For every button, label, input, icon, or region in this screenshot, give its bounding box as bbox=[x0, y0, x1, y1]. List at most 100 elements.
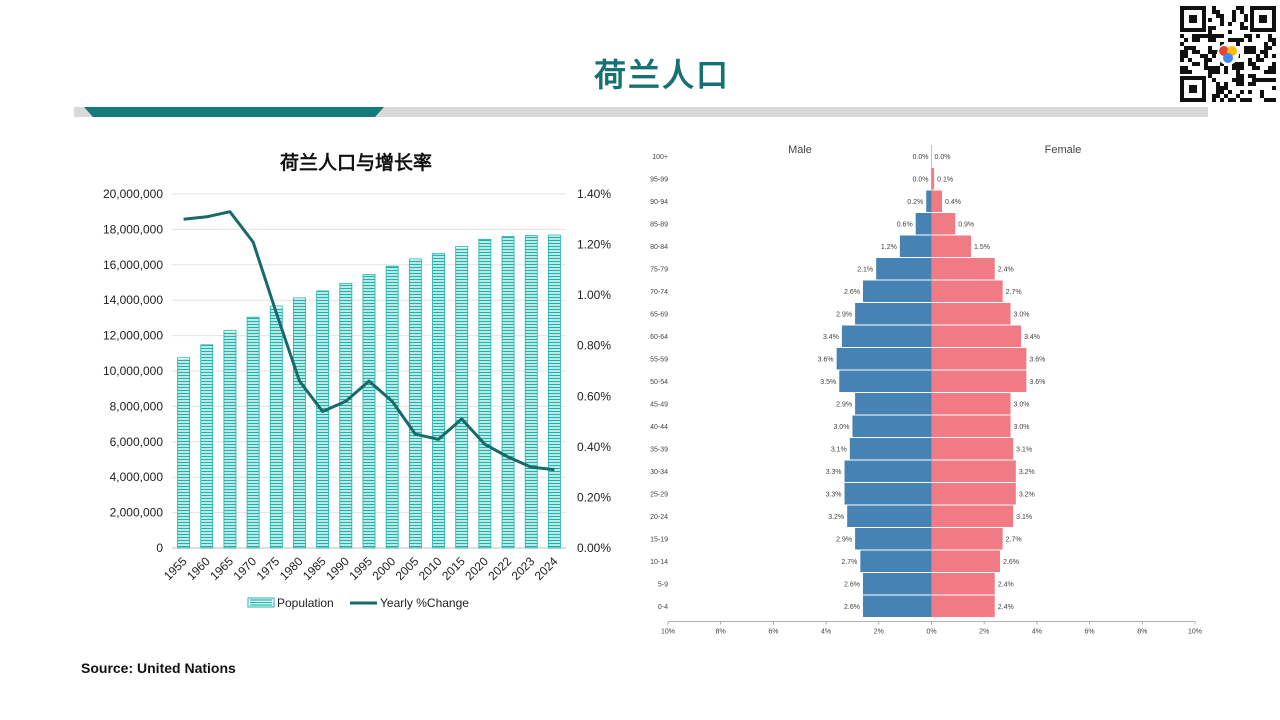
age-group-label: 80-84 bbox=[650, 244, 668, 251]
header-divider bbox=[74, 107, 1208, 117]
y-right-tick-label: 1.20% bbox=[577, 238, 611, 252]
population-bar bbox=[501, 236, 515, 549]
age-group-label: 25-29 bbox=[650, 491, 668, 498]
male-value-label: 3.1% bbox=[831, 446, 847, 453]
female-bar bbox=[931, 460, 1016, 482]
x-tick-label: 4% bbox=[821, 629, 831, 636]
female-bar bbox=[931, 438, 1014, 460]
age-group-label: 45-49 bbox=[650, 401, 668, 408]
age-group-label: 30-34 bbox=[650, 469, 668, 476]
male-value-label: 2.9% bbox=[836, 536, 852, 543]
male-value-label: 2.6% bbox=[844, 289, 860, 296]
chart-title: 荷兰人口与增长率 bbox=[280, 151, 432, 174]
population-bar bbox=[177, 357, 191, 549]
age-group-label: 85-89 bbox=[650, 221, 668, 228]
female-bar bbox=[931, 370, 1027, 392]
female-value-label: 3.2% bbox=[1019, 469, 1035, 476]
x-tick-label: 1975 bbox=[254, 554, 283, 583]
x-tick-label: 8% bbox=[716, 629, 726, 636]
qr-code-icon bbox=[1180, 6, 1276, 102]
age-group-label: 55-59 bbox=[650, 356, 668, 363]
age-group-label: 5-9 bbox=[658, 581, 668, 588]
male-bar bbox=[849, 438, 932, 460]
male-heading: Male bbox=[788, 144, 812, 156]
male-value-label: 2.7% bbox=[841, 559, 857, 566]
x-tick-label: 1980 bbox=[277, 554, 306, 583]
x-tick-label: 10% bbox=[1188, 629, 1202, 636]
age-group-label: 40-44 bbox=[650, 424, 668, 431]
male-value-label: 3.6% bbox=[818, 356, 834, 363]
female-bar bbox=[931, 505, 1014, 527]
population-bar bbox=[408, 258, 422, 549]
population-bar bbox=[547, 234, 561, 549]
x-tick-label: 1960 bbox=[184, 554, 213, 583]
legend-label-change: Yearly %Change bbox=[380, 596, 469, 610]
female-value-label: 3.0% bbox=[1014, 424, 1030, 431]
male-value-label: 2.6% bbox=[844, 581, 860, 588]
y-right-tick-label: 0.80% bbox=[577, 339, 611, 353]
x-tick-label: 6% bbox=[768, 629, 778, 636]
male-value-label: 3.3% bbox=[826, 469, 842, 476]
male-bar bbox=[855, 303, 932, 325]
y-left-tick-label: 6,000,000 bbox=[110, 435, 164, 449]
male-bar bbox=[862, 280, 932, 302]
female-bar bbox=[931, 550, 1001, 572]
x-tick-label: 2023 bbox=[509, 554, 538, 583]
age-group-label: 75-79 bbox=[650, 266, 668, 273]
female-value-label: 3.0% bbox=[1014, 401, 1030, 408]
female-bar bbox=[931, 528, 1003, 550]
male-value-label: 2.6% bbox=[844, 604, 860, 611]
male-bar bbox=[926, 190, 932, 212]
x-tick-label: 1970 bbox=[230, 554, 259, 583]
male-bar bbox=[855, 528, 932, 550]
male-bar bbox=[839, 370, 932, 392]
y-left-tick-label: 0 bbox=[156, 541, 163, 555]
male-bar bbox=[836, 348, 932, 370]
male-value-label: 1.2% bbox=[881, 244, 897, 251]
y-right-tick-label: 0.00% bbox=[577, 541, 611, 555]
male-value-label: 2.9% bbox=[836, 311, 852, 318]
x-tick-label: 1985 bbox=[300, 554, 329, 583]
x-tick-label: 2% bbox=[874, 629, 884, 636]
yearly-change-line bbox=[183, 210, 555, 472]
male-bar bbox=[844, 483, 932, 505]
female-heading: Female bbox=[1045, 144, 1082, 156]
y-left-tick-label: 12,000,000 bbox=[103, 329, 163, 343]
age-group-label: 0-4 bbox=[658, 604, 668, 611]
age-group-label: 70-74 bbox=[650, 289, 668, 296]
female-value-label: 3.1% bbox=[1016, 446, 1032, 453]
x-tick-label: 1995 bbox=[346, 554, 375, 583]
population-pyramid-chart: Male Female 100+ 0.0% 0.0% 95-99 0.0% 0.1% 90-… bbox=[650, 144, 1202, 636]
male-bar bbox=[876, 258, 932, 280]
female-bar bbox=[931, 415, 1011, 437]
female-value-label: 0.1% bbox=[937, 176, 953, 183]
x-tick-label: 1955 bbox=[161, 554, 190, 583]
male-value-label: 0.0% bbox=[913, 154, 929, 161]
population-bar bbox=[223, 330, 237, 549]
male-value-label: 3.4% bbox=[823, 334, 839, 341]
female-value-label: 0.0% bbox=[935, 154, 951, 161]
female-value-label: 2.4% bbox=[998, 604, 1014, 611]
chart-legend: Population Yearly %Change bbox=[247, 596, 469, 610]
age-group-label: 10-14 bbox=[650, 559, 668, 566]
male-bar bbox=[841, 325, 932, 347]
female-bar bbox=[931, 303, 1011, 325]
population-bar bbox=[524, 235, 538, 549]
y-left-tick-label: 14,000,000 bbox=[103, 293, 163, 307]
x-tick-label: 2005 bbox=[393, 554, 422, 583]
age-group-label: 20-24 bbox=[650, 514, 668, 521]
y-right-tick-label: 1.00% bbox=[577, 288, 611, 302]
legend-swatch-population bbox=[247, 597, 275, 608]
age-group-label: 95-99 bbox=[650, 176, 668, 183]
male-bar bbox=[915, 213, 932, 235]
female-value-label: 1.5% bbox=[974, 244, 990, 251]
x-tick-label: 2022 bbox=[485, 554, 514, 583]
female-bar bbox=[931, 348, 1027, 370]
population-bar bbox=[478, 238, 492, 549]
age-group-label: 50-54 bbox=[650, 379, 668, 386]
female-value-label: 2.4% bbox=[998, 266, 1014, 273]
female-value-label: 2.7% bbox=[1006, 289, 1022, 296]
x-tick-label: 2020 bbox=[462, 554, 491, 583]
x-tick-label: 1965 bbox=[207, 554, 236, 583]
female-value-label: 3.0% bbox=[1014, 311, 1030, 318]
